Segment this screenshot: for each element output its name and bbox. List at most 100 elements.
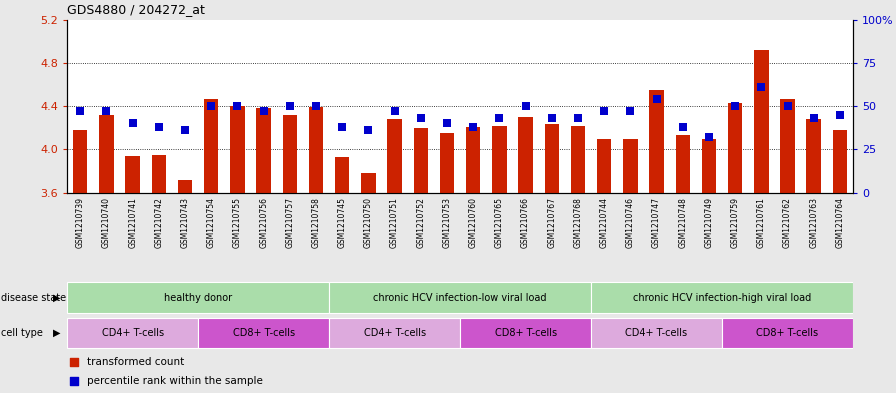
Bar (591, 282, 853, 313)
Text: GSM1210754: GSM1210754 (207, 197, 216, 248)
Text: cell type: cell type (1, 328, 43, 338)
Bar (256, 108, 271, 193)
Point (466, 124, 480, 130)
Text: GSM1210765: GSM1210765 (495, 197, 504, 248)
Bar (329, 282, 591, 313)
Text: GSM1210752: GSM1210752 (417, 197, 426, 248)
Point (204, 103, 219, 109)
Text: GSM1210760: GSM1210760 (469, 197, 478, 248)
Point (754, 84, 769, 90)
Text: transformed count: transformed count (87, 357, 184, 367)
Text: GSM1210741: GSM1210741 (128, 197, 137, 248)
Point (492, 115, 506, 121)
Bar (204, 99, 219, 193)
Text: chronic HCV infection-low viral load: chronic HCV infection-low viral load (374, 293, 547, 303)
Text: GSM1210766: GSM1210766 (521, 197, 530, 248)
Bar (676, 135, 690, 193)
Text: GSM1210748: GSM1210748 (678, 197, 687, 248)
Bar (67, 282, 329, 313)
Text: CD4+ T-cells: CD4+ T-cells (625, 328, 687, 338)
Text: healthy donor: healthy donor (164, 293, 232, 303)
Bar (519, 117, 533, 193)
Bar (832, 130, 847, 193)
Text: GSM1210746: GSM1210746 (625, 197, 635, 248)
Bar (728, 103, 742, 193)
Point (99, 108, 114, 114)
Text: GSM1210740: GSM1210740 (102, 197, 111, 248)
Point (806, 115, 821, 121)
Bar (414, 128, 428, 193)
Text: percentile rank within the sample: percentile rank within the sample (87, 376, 263, 386)
Bar (754, 50, 769, 193)
Point (624, 108, 638, 114)
Bar (440, 133, 454, 193)
Text: GSM1210757: GSM1210757 (285, 197, 295, 248)
Bar (545, 125, 559, 193)
Text: CD8+ T-cells: CD8+ T-cells (233, 328, 295, 338)
Point (414, 115, 428, 121)
Point (73, 108, 88, 114)
Text: GSM1210764: GSM1210764 (835, 197, 844, 248)
Point (151, 124, 166, 130)
Text: GSM1210762: GSM1210762 (783, 197, 792, 248)
Text: GSM1210743: GSM1210743 (181, 197, 190, 248)
Point (728, 103, 742, 109)
Bar (571, 126, 585, 193)
Point (301, 258, 315, 264)
Text: GSM1210739: GSM1210739 (76, 197, 85, 248)
Bar (335, 157, 349, 193)
Bar (650, 90, 664, 193)
Bar (309, 107, 323, 193)
Text: GSM1210756: GSM1210756 (259, 197, 268, 248)
Text: CD8+ T-cells: CD8+ T-cells (756, 328, 819, 338)
Point (309, 103, 323, 109)
Bar (461, 318, 591, 349)
Point (571, 115, 585, 121)
Point (256, 108, 271, 114)
Text: GSM1210750: GSM1210750 (364, 197, 373, 248)
Point (780, 103, 795, 109)
Text: GSM1210763: GSM1210763 (809, 197, 818, 248)
Text: GSM1210751: GSM1210751 (390, 197, 399, 248)
Bar (329, 318, 461, 349)
Bar (722, 318, 853, 349)
Point (361, 127, 375, 134)
Bar (99, 115, 114, 193)
Point (676, 124, 690, 130)
Text: GSM1210758: GSM1210758 (312, 197, 321, 248)
Point (545, 115, 559, 121)
Bar (151, 155, 166, 193)
Point (125, 120, 140, 127)
Text: GSM1210767: GSM1210767 (547, 197, 556, 248)
Point (519, 103, 533, 109)
Bar (73, 130, 88, 193)
Text: GSM1210744: GSM1210744 (599, 197, 608, 248)
Text: GSM1210745: GSM1210745 (338, 197, 347, 248)
Text: GSM1210755: GSM1210755 (233, 197, 242, 248)
Text: GDS4880 / 204272_at: GDS4880 / 204272_at (67, 3, 205, 16)
Point (702, 134, 716, 140)
Point (230, 103, 245, 109)
Bar (466, 127, 480, 193)
Point (440, 120, 454, 127)
Bar (702, 139, 716, 193)
Bar (282, 115, 297, 193)
Point (301, 85, 315, 92)
Bar (387, 119, 401, 193)
Text: CD4+ T-cells: CD4+ T-cells (364, 328, 426, 338)
Point (832, 112, 847, 118)
Text: GSM1210768: GSM1210768 (573, 197, 582, 248)
Bar (492, 126, 506, 193)
Text: GSM1210759: GSM1210759 (730, 197, 739, 248)
Point (597, 108, 611, 114)
Text: ▶: ▶ (53, 328, 60, 338)
Bar (67, 318, 198, 349)
Text: CD4+ T-cells: CD4+ T-cells (101, 328, 164, 338)
Bar (591, 318, 722, 349)
Bar (623, 139, 638, 193)
Bar (178, 180, 193, 193)
Point (178, 127, 193, 134)
Text: GSM1210753: GSM1210753 (443, 197, 452, 248)
Point (335, 124, 349, 130)
Text: disease state: disease state (1, 293, 66, 303)
